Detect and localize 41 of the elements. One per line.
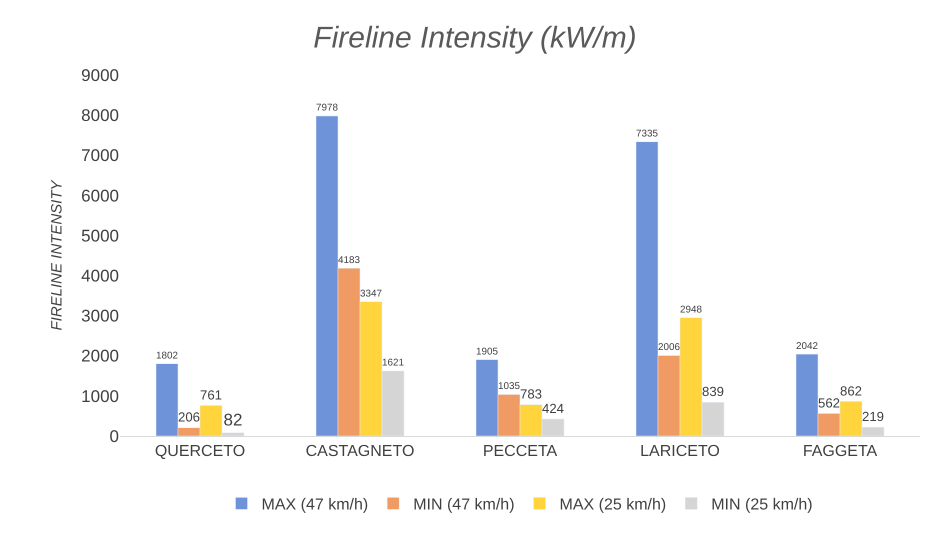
y-tick-label: 1000 (81, 386, 119, 406)
x-tick-label: QUERCETO (154, 443, 246, 460)
y-tick-label: 5000 (81, 226, 119, 246)
data-label: 862 (840, 383, 862, 398)
data-label: 1621 (382, 358, 404, 369)
y-tick-label: 0 (110, 426, 119, 446)
legend-label: MAX (47 km/h) (262, 496, 368, 514)
legend-label: MIN (47 km/h) (413, 496, 515, 514)
data-label: 1905 (476, 346, 498, 358)
y-tick-label: 7000 (81, 146, 119, 166)
data-label: 2042 (796, 340, 818, 352)
x-tick-label: CASTAGNETO (306, 443, 414, 460)
chart-title: Fireline Intensity (kW/m) (313, 22, 637, 55)
x-tick-label: FAGGETA (802, 443, 878, 460)
data-label: 3347 (360, 288, 382, 300)
data-label: 2948 (680, 304, 702, 316)
x-tick-label: PECCETA (482, 443, 558, 460)
data-label: 7335 (636, 128, 658, 140)
data-label: 424 (542, 400, 564, 416)
y-axis-title: FIRELINE INTENSITY (48, 180, 66, 331)
data-label: 219 (862, 409, 884, 424)
legend-label: MIN (25 km/h) (711, 496, 813, 514)
data-label: 783 (520, 386, 542, 402)
y-tick-label: 2000 (81, 346, 119, 366)
data-label: 761 (200, 387, 222, 402)
data-label: 7978 (316, 102, 338, 114)
y-tick-label: 3000 (81, 306, 119, 326)
data-label: 839 (702, 384, 724, 400)
data-label: 2006 (658, 342, 680, 354)
y-tick-label: 4000 (81, 266, 119, 286)
y-tick-label: 8000 (81, 106, 119, 126)
x-tick-label: LARICETO (640, 443, 720, 460)
data-label: 206 (178, 410, 200, 425)
data-label: 1802 (156, 350, 178, 362)
legend-label: MAX (25 km/h) (560, 496, 666, 514)
data-label: 4183 (338, 254, 360, 266)
data-label: 562 (818, 395, 840, 410)
data-label: 82 (224, 410, 242, 430)
data-label: 1035 (498, 381, 520, 392)
y-tick-label: 9000 (81, 66, 119, 85)
y-tick-label: 6000 (81, 186, 119, 206)
